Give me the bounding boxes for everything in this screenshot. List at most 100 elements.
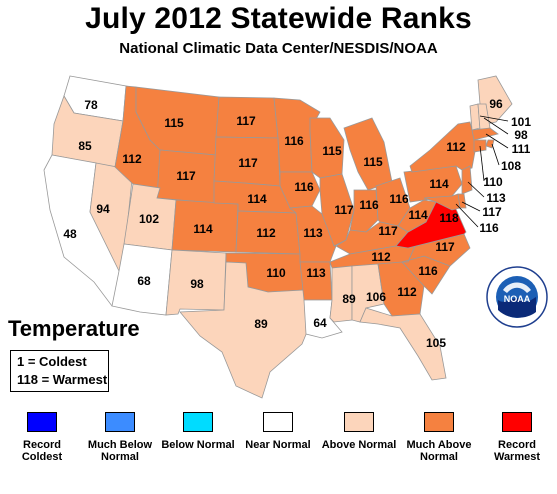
state-mi [343,117,393,191]
state-nj [461,165,473,195]
rank-label-az: 68 [137,274,151,288]
rank-label-ma: 111 [512,142,531,156]
leader-line-ma [485,133,509,149]
state-tx [179,261,313,399]
state-shapes [43,75,513,399]
state-rank-labels: 7885489411211511710268114981171171141121… [63,97,531,350]
rank-label-pa: 114 [429,177,449,191]
rank-label-tn: 112 [371,250,391,264]
rank-label-id: 112 [122,152,142,166]
leader-line-de [461,201,481,212]
rank-label-nm: 98 [190,277,204,291]
rank-key-box: 1 = Coldest 118 = Warmest [10,350,109,392]
rank-label-md: 116 [479,221,499,235]
rank-label-mn: 116 [284,134,304,148]
rank-label-ny: 112 [446,140,466,154]
rank-label-ca: 48 [63,227,77,241]
legend-item-above-normal: Above Normal [319,412,399,451]
legend-label: Below Normal [161,439,235,451]
rank-label-mo: 113 [303,226,323,240]
state-ny [409,121,477,173]
map-subtitle: National Climatic Data Center/NESDIS/NOA… [119,40,438,57]
rank-label-la: 64 [313,316,327,330]
legend-swatch [105,412,135,432]
legend-label: Record Coldest [21,439,63,463]
leader-line-ct [479,145,485,182]
rank-label-me: 96 [489,97,503,111]
rank-label-ri: 108 [501,159,521,173]
rank-label-co: 114 [193,222,213,236]
rank-key-coldest: 1 = Coldest [17,354,87,369]
noaa-logo-text: NOAA [504,294,531,304]
rank-label-ut: 102 [139,212,159,226]
rank-label-nc: 117 [435,240,455,254]
state-ma [471,127,499,141]
rank-label-nv: 94 [96,202,110,216]
legend-swatch [424,412,454,432]
rank-label-wi: 115 [322,144,342,158]
leader-line-nj [467,181,485,198]
rank-label-sc: 116 [418,264,438,278]
rank-label-or: 85 [78,139,92,153]
rank-label-ar: 113 [306,266,326,280]
noaa-logo: NOAA [486,266,548,328]
rank-label-tx: 89 [254,317,268,331]
legend-label: Much Below Normal [87,439,153,463]
rank-label-ky: 117 [378,224,398,238]
rank-label-il: 117 [334,203,354,217]
state-fl [359,307,447,381]
rank-label-mt: 115 [164,116,184,130]
rank-label-wv: 114 [408,208,428,222]
legend-label: Much Above Normal [406,439,472,463]
rank-label-ok: 110 [266,266,286,280]
legend-item-record-coldest: Record Coldest [2,412,82,463]
map-title: July 2012 Statewide Ranks [85,2,472,35]
leader-line-ri [491,143,500,166]
legend-item-below-normal: Below Normal [158,412,238,451]
legend-swatch [263,412,293,432]
leader-line-md [455,203,479,228]
rank-label-ga: 112 [397,285,417,299]
legend-item-much-above-normal: Much Above Normal [399,412,479,463]
rank-key-warmest: 118 = Warmest [17,372,108,387]
rank-label-vt: 101 [511,115,531,129]
legend-item-near-normal: Near Normal [238,412,318,451]
map-variable-label: Temperature [8,316,140,341]
rank-label-sd: 117 [238,156,258,170]
legend-item-much-below-normal: Much Below Normal [80,412,160,463]
category-legend: Record Coldest Much Below Normal Below N… [0,412,557,492]
rank-label-nd: 117 [236,114,256,128]
state-nc [401,233,471,267]
rank-label-de: 117 [482,205,502,219]
legend-label: Above Normal [321,439,397,451]
state-ri [485,139,495,149]
legend-swatch [27,412,57,432]
leader-line-vt [479,115,509,122]
legend-swatch [183,412,213,432]
rank-label-ks: 112 [256,226,276,240]
rank-label-in: 116 [359,198,379,212]
rank-label-oh: 116 [389,192,409,206]
rank-label-fl: 105 [426,336,446,350]
legend-label: Near Normal [245,439,311,451]
rank-label-ct: 110 [483,175,503,189]
rank-label-mi: 115 [363,155,383,169]
noaa-logo-wave [498,297,536,318]
rank-label-wa: 78 [84,98,98,112]
rank-label-va: 118 [439,211,459,225]
legend-label: Record Warmest [493,439,541,463]
noaa-logo-bird [503,282,531,293]
legend-item-record-warmest: Record Warmest [477,412,557,463]
rank-label-wy: 117 [176,169,196,183]
rank-label-nj: 113 [486,191,506,205]
rank-label-nh: 98 [514,128,528,142]
rank-label-ia: 116 [294,180,314,194]
legend-swatch [344,412,374,432]
legend-swatch [502,412,532,432]
us-state-rank-map: 7885489411211511710268114981171171141121… [43,75,531,399]
leader-line-nh [483,117,509,135]
rank-label-ms: 89 [342,292,356,306]
rank-label-al: 106 [366,290,386,304]
state-il [319,173,355,247]
rank-label-ne: 114 [247,192,267,206]
